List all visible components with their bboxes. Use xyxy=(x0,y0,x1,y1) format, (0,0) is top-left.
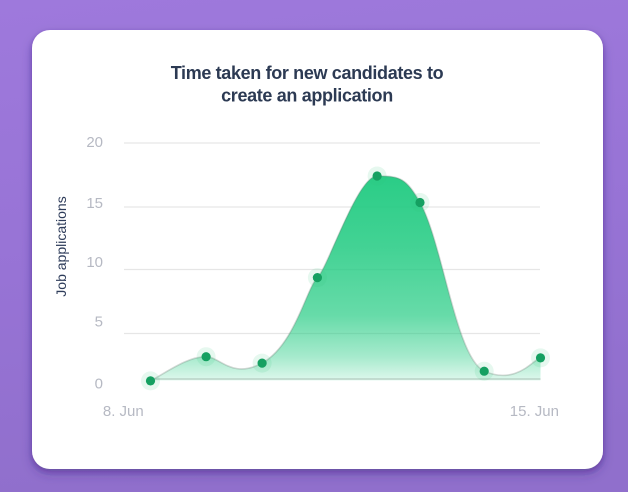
svg-text:Time taken for new candidates: Time taken for new candidates to xyxy=(171,63,444,83)
svg-text:0: 0 xyxy=(95,375,103,392)
svg-text:20: 20 xyxy=(86,134,103,151)
svg-text:5: 5 xyxy=(95,314,103,331)
svg-text:Job applications: Job applications xyxy=(53,196,69,296)
svg-text:15. Jun: 15. Jun xyxy=(510,403,559,420)
svg-text:10: 10 xyxy=(86,254,103,271)
svg-text:8. Jun: 8. Jun xyxy=(103,403,144,420)
svg-text:create an application: create an application xyxy=(221,86,393,106)
svg-text:15: 15 xyxy=(86,195,103,212)
